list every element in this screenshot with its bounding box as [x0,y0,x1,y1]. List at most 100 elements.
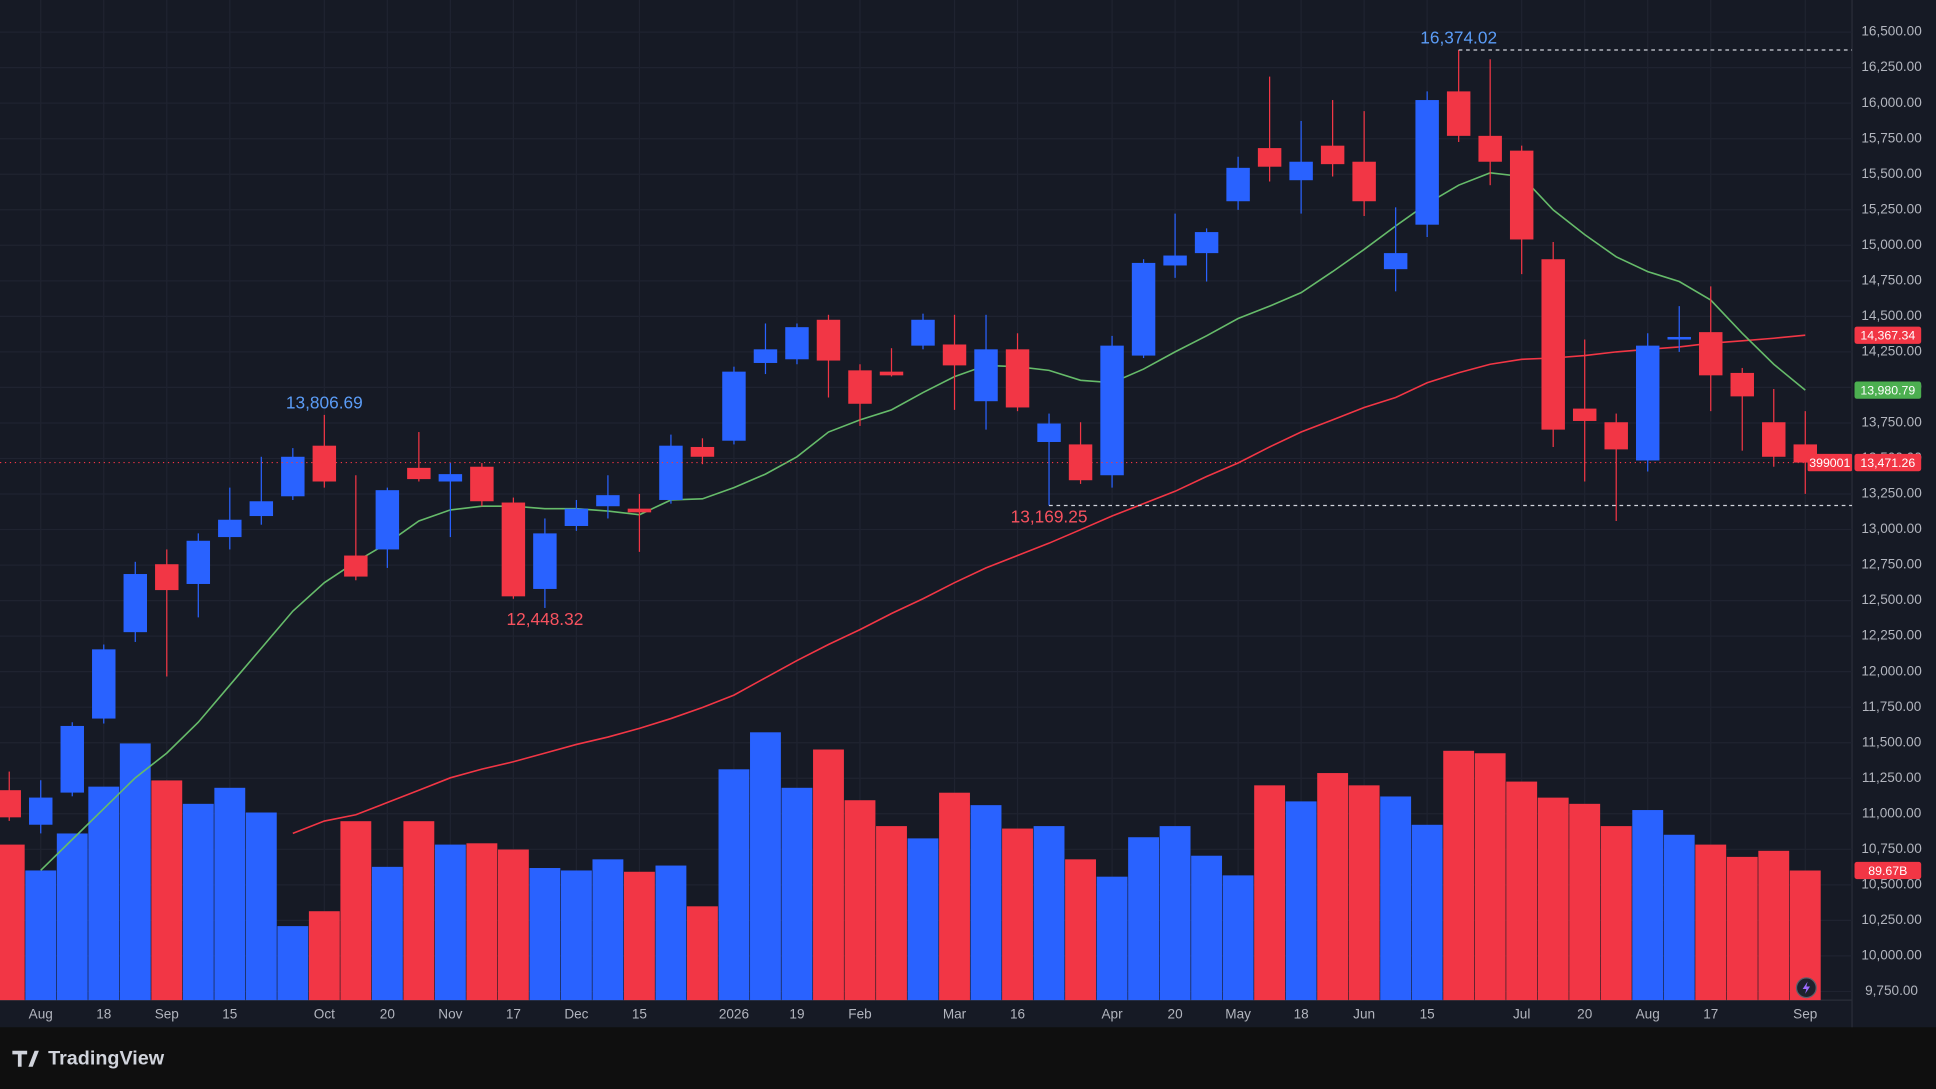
candle-body [1667,336,1691,340]
volume-bar [1033,826,1065,1001]
x-tick-label: 15 [632,1007,647,1022]
price-tag [1854,326,1922,344]
candle-body [1730,372,1754,397]
volume-bar [277,926,309,1001]
candle-body [627,508,652,513]
x-tick-label: Sep [155,1007,179,1022]
volume-bar [1348,785,1380,1001]
candle-body [281,456,305,497]
x-tick-label: Jul [1513,1007,1530,1022]
flash-button[interactable] [1795,977,1817,999]
volume-bar [1096,876,1128,1001]
candle-body [1635,345,1660,461]
candle-body [1352,161,1376,202]
y-tick-label: 14,500.00 [1861,308,1922,323]
candle-body [1762,422,1786,457]
volume-bar [876,826,907,1001]
volume-bar [1695,844,1727,1001]
x-tick-label: 18 [96,1007,111,1022]
candle-body [1699,332,1723,376]
volume-bar [1569,803,1601,1001]
volume-bar [88,786,120,1001]
x-tick-label: Apr [1101,1007,1123,1022]
y-tick-label: 15,500.00 [1861,166,1922,181]
candle-body [1383,253,1408,270]
y-tick-label: 16,000.00 [1861,95,1922,110]
x-tick-label: 19 [789,1007,804,1022]
candle-body [186,540,211,584]
candle-body [848,370,872,404]
x-tick-label: 20 [1168,1007,1184,1022]
volume-bar [340,821,372,1001]
volume-bar [25,870,57,1001]
candle-body [1509,150,1534,240]
volume-bar [182,803,214,1001]
y-tick-label: 14,750.00 [1861,272,1922,287]
price-tag-label: 89.67B [1868,864,1907,878]
price-tag [1854,381,1922,399]
volume-bar [592,859,624,1001]
volume-bar [939,792,970,1001]
candle-body [690,446,715,457]
y-tick-label: 13,750.00 [1861,415,1922,430]
x-tick-label: Aug [1636,1007,1660,1022]
layer: 16,500.00 16,250.00 16,000.00 15,750.00 15,5… [0,0,1922,1022]
candle-body [29,797,53,825]
flash-glyph [1802,981,1811,994]
candle-body [533,533,557,589]
y-tick-label: 16,500.00 [1861,24,1922,39]
candle-body [1320,145,1345,165]
candle-body [375,490,400,550]
candle-body [60,725,84,793]
y-tick-label: 12,000.00 [1861,663,1922,678]
y-tick-label: 10,750.00 [1861,841,1922,856]
volume-bar [529,868,561,1001]
extreme-label: 13,806.69 [286,392,363,412]
volume-bar [56,833,88,1001]
volume-bar [1222,875,1254,1001]
price-tag-label: 13,980.79 [1860,384,1915,398]
symbol-label: 399001 [1809,456,1850,470]
y-tick-label: 16,250.00 [1861,59,1922,74]
x-tick-label: May [1225,1007,1251,1022]
x-tick-label: Jun [1353,1007,1375,1022]
volume-bar [623,871,655,1001]
candle-body [218,519,242,538]
candle-body [1163,255,1187,266]
y-tick-label: 14,250.00 [1861,343,1922,358]
volume-bar [466,843,498,1001]
volume-bar [687,906,718,1001]
x-tick-label: 15 [222,1007,237,1022]
candle-body [501,502,526,597]
candle-body [407,467,431,480]
extreme-label: 16,374.02 [1420,27,1497,47]
x-tick-label: 17 [1703,1007,1718,1022]
candle-body [1100,345,1124,476]
x-tick-label: Mar [943,1007,967,1022]
volume-bar [1285,801,1317,1001]
y-tick-label: 11,250.00 [1862,770,1922,785]
volume-bar [1758,850,1790,1001]
volume-bar [1128,837,1160,1001]
candle-body [1446,91,1471,136]
volume-bar [560,870,592,1001]
candle-body [785,327,809,360]
candle-body [1478,135,1502,162]
candle-body [911,319,935,346]
candle-body [1226,167,1250,202]
candle-body [1415,100,1439,225]
extreme-label: 12,448.32 [506,609,583,629]
volume-bar [1632,810,1664,1001]
volume-bar [844,800,876,1001]
volume-bar [1537,797,1569,1001]
symbol-tag [1807,453,1853,472]
volume-bar [434,844,466,1001]
volume-bar [813,749,844,1001]
candle-body [659,445,683,500]
volume-bar [151,780,183,1001]
volume-bar [907,838,939,1001]
candle-body [344,555,368,577]
candle-body [1005,349,1030,408]
